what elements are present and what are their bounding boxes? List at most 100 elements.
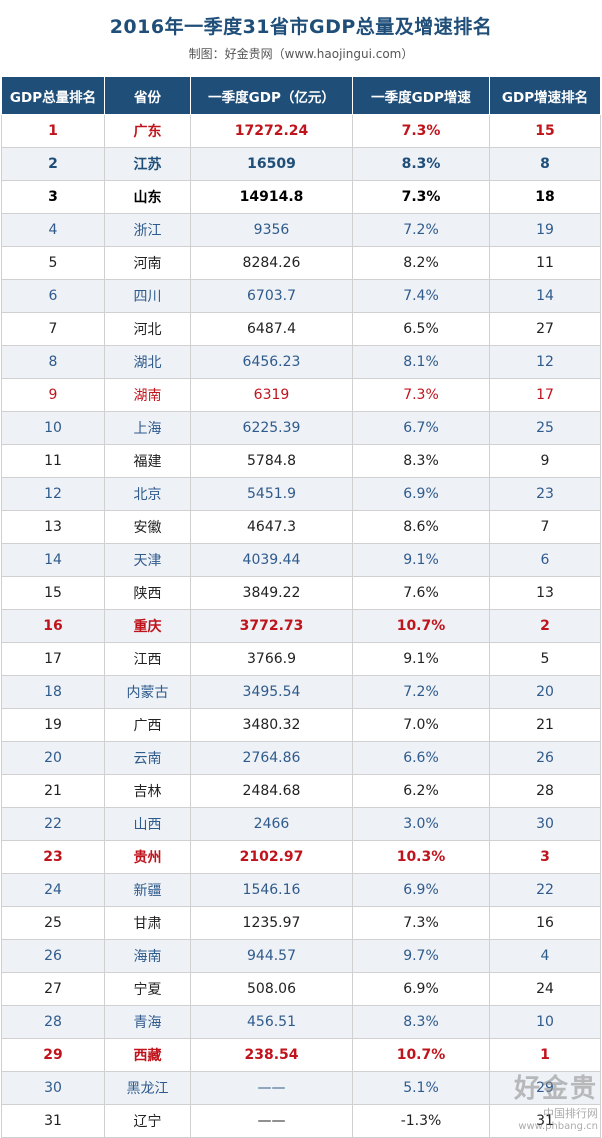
- column-header-growth-rank: GDP增速排名: [489, 76, 601, 115]
- cell-province: 北京: [104, 477, 191, 511]
- cell-province: 四川: [104, 279, 191, 313]
- cell-growth-rank: 17: [489, 378, 601, 412]
- column-header-q1-growth: 一季度GDP增速: [352, 76, 490, 115]
- table-body: 1 广东 17272.24 7.3% 15 2 江苏 16509 8.3% 8 3 山东 14914.8…: [1, 114, 601, 1138]
- table-row: 4 浙江 9356 7.2% 19: [1, 213, 601, 247]
- cell-gdp-rank: 27: [1, 972, 105, 1006]
- cell-q1-gdp: 14914.8: [190, 180, 353, 214]
- cell-province: 山西: [104, 807, 191, 841]
- page-title: 2016年一季度31省市GDP总量及增速排名: [109, 16, 493, 38]
- cell-province: 浙江: [104, 213, 191, 247]
- cell-gdp-rank: 2: [1, 147, 105, 181]
- cell-growth-rank: 7: [489, 510, 601, 544]
- cell-q1-growth: 7.3%: [352, 114, 490, 148]
- table-row: 7 河北 6487.4 6.5% 27: [1, 312, 601, 346]
- cell-growth-rank: 14: [489, 279, 601, 313]
- page-header: 2016年一季度31省市GDP总量及增速排名 制图：好金贵网（www.haoji…: [0, 0, 602, 76]
- cell-growth-rank: 6: [489, 543, 601, 577]
- cell-province: 甘肃: [104, 906, 191, 940]
- cell-growth-rank: 12: [489, 345, 601, 379]
- column-header-province: 省份: [104, 76, 191, 115]
- cell-q1-growth: 10.7%: [352, 1038, 490, 1072]
- cell-q1-gdp: 16509: [190, 147, 353, 181]
- cell-q1-gdp: ——: [190, 1071, 353, 1105]
- table-row: 2 江苏 16509 8.3% 8: [1, 147, 601, 181]
- cell-q1-growth: 7.3%: [352, 180, 490, 214]
- cell-province: 贵州: [104, 840, 191, 874]
- cell-province: 江苏: [104, 147, 191, 181]
- cell-province: 重庆: [104, 609, 191, 643]
- cell-gdp-rank: 9: [1, 378, 105, 412]
- table-row: 21 吉林 2484.68 6.2% 28: [1, 774, 601, 808]
- cell-gdp-rank: 20: [1, 741, 105, 775]
- cell-q1-growth: 7.4%: [352, 279, 490, 313]
- table-row: 15 陕西 3849.22 7.6% 13: [1, 576, 601, 610]
- cell-growth-rank: 15: [489, 114, 601, 148]
- table-row: 6 四川 6703.7 7.4% 14: [1, 279, 601, 313]
- table-row: 24 新疆 1546.16 6.9% 22: [1, 873, 601, 907]
- cell-q1-gdp: 3480.32: [190, 708, 353, 742]
- cell-gdp-rank: 30: [1, 1071, 105, 1105]
- cell-q1-gdp: 3495.54: [190, 675, 353, 709]
- table-row: 26 海南 944.57 9.7% 4: [1, 939, 601, 973]
- cell-growth-rank: 28: [489, 774, 601, 808]
- cell-q1-gdp: 238.54: [190, 1038, 353, 1072]
- table-row: 27 宁夏 508.06 6.9% 24: [1, 972, 601, 1006]
- cell-q1-gdp: 6456.23: [190, 345, 353, 379]
- cell-province: 湖北: [104, 345, 191, 379]
- cell-q1-growth: 5.1%: [352, 1071, 490, 1105]
- cell-q1-gdp: 6703.7: [190, 279, 353, 313]
- cell-gdp-rank: 14: [1, 543, 105, 577]
- cell-province: 福建: [104, 444, 191, 478]
- cell-growth-rank: 13: [489, 576, 601, 610]
- cell-province: 内蒙古: [104, 675, 191, 709]
- cell-q1-gdp: 2484.68: [190, 774, 353, 808]
- cell-province: 西藏: [104, 1038, 191, 1072]
- cell-gdp-rank: 12: [1, 477, 105, 511]
- cell-growth-rank: 23: [489, 477, 601, 511]
- cell-q1-growth: 6.9%: [352, 972, 490, 1006]
- table-row: 3 山东 14914.8 7.3% 18: [1, 180, 601, 214]
- cell-growth-rank: 21: [489, 708, 601, 742]
- cell-province: 山东: [104, 180, 191, 214]
- cell-province: 宁夏: [104, 972, 191, 1006]
- table-row: 28 青海 456.51 8.3% 10: [1, 1005, 601, 1039]
- cell-q1-gdp: 5784.8: [190, 444, 353, 478]
- column-header-q1-gdp: 一季度GDP（亿元）: [190, 76, 353, 115]
- cell-province: 云南: [104, 741, 191, 775]
- cell-q1-gdp: 6319: [190, 378, 353, 412]
- page-subtitle: 制图：好金贵网（www.haojingui.com）: [188, 47, 414, 61]
- table-row: 17 江西 3766.9 9.1% 5: [1, 642, 601, 676]
- cell-q1-gdp: 17272.24: [190, 114, 353, 148]
- cell-q1-gdp: 6487.4: [190, 312, 353, 346]
- table-row: 16 重庆 3772.73 10.7% 2: [1, 609, 601, 643]
- cell-q1-gdp: 2764.86: [190, 741, 353, 775]
- cell-gdp-rank: 31: [1, 1104, 105, 1138]
- cell-q1-growth: 6.9%: [352, 873, 490, 907]
- cell-gdp-rank: 10: [1, 411, 105, 445]
- cell-gdp-rank: 6: [1, 279, 105, 313]
- cell-gdp-rank: 17: [1, 642, 105, 676]
- table-row: 19 广西 3480.32 7.0% 21: [1, 708, 601, 742]
- cell-growth-rank: 4: [489, 939, 601, 973]
- table-row: 18 内蒙古 3495.54 7.2% 20: [1, 675, 601, 709]
- cell-province: 青海: [104, 1005, 191, 1039]
- cell-q1-gdp: 944.57: [190, 939, 353, 973]
- cell-province: 吉林: [104, 774, 191, 808]
- cell-q1-gdp: 5451.9: [190, 477, 353, 511]
- cell-gdp-rank: 1: [1, 114, 105, 148]
- cell-q1-growth: 9.7%: [352, 939, 490, 973]
- table-header-row: GDP总量排名 省份 一季度GDP（亿元） 一季度GDP增速 GDP增速排名: [1, 76, 601, 115]
- cell-growth-rank: 27: [489, 312, 601, 346]
- cell-gdp-rank: 26: [1, 939, 105, 973]
- cell-growth-rank: 1: [489, 1038, 601, 1072]
- cell-growth-rank: 2: [489, 609, 601, 643]
- table-row: 11 福建 5784.8 8.3% 9: [1, 444, 601, 478]
- cell-q1-growth: 7.2%: [352, 213, 490, 247]
- cell-q1-gdp: 4039.44: [190, 543, 353, 577]
- cell-growth-rank: 24: [489, 972, 601, 1006]
- cell-q1-gdp: 2466: [190, 807, 353, 841]
- cell-q1-growth: 6.9%: [352, 477, 490, 511]
- cell-gdp-rank: 23: [1, 840, 105, 874]
- cell-growth-rank: 18: [489, 180, 601, 214]
